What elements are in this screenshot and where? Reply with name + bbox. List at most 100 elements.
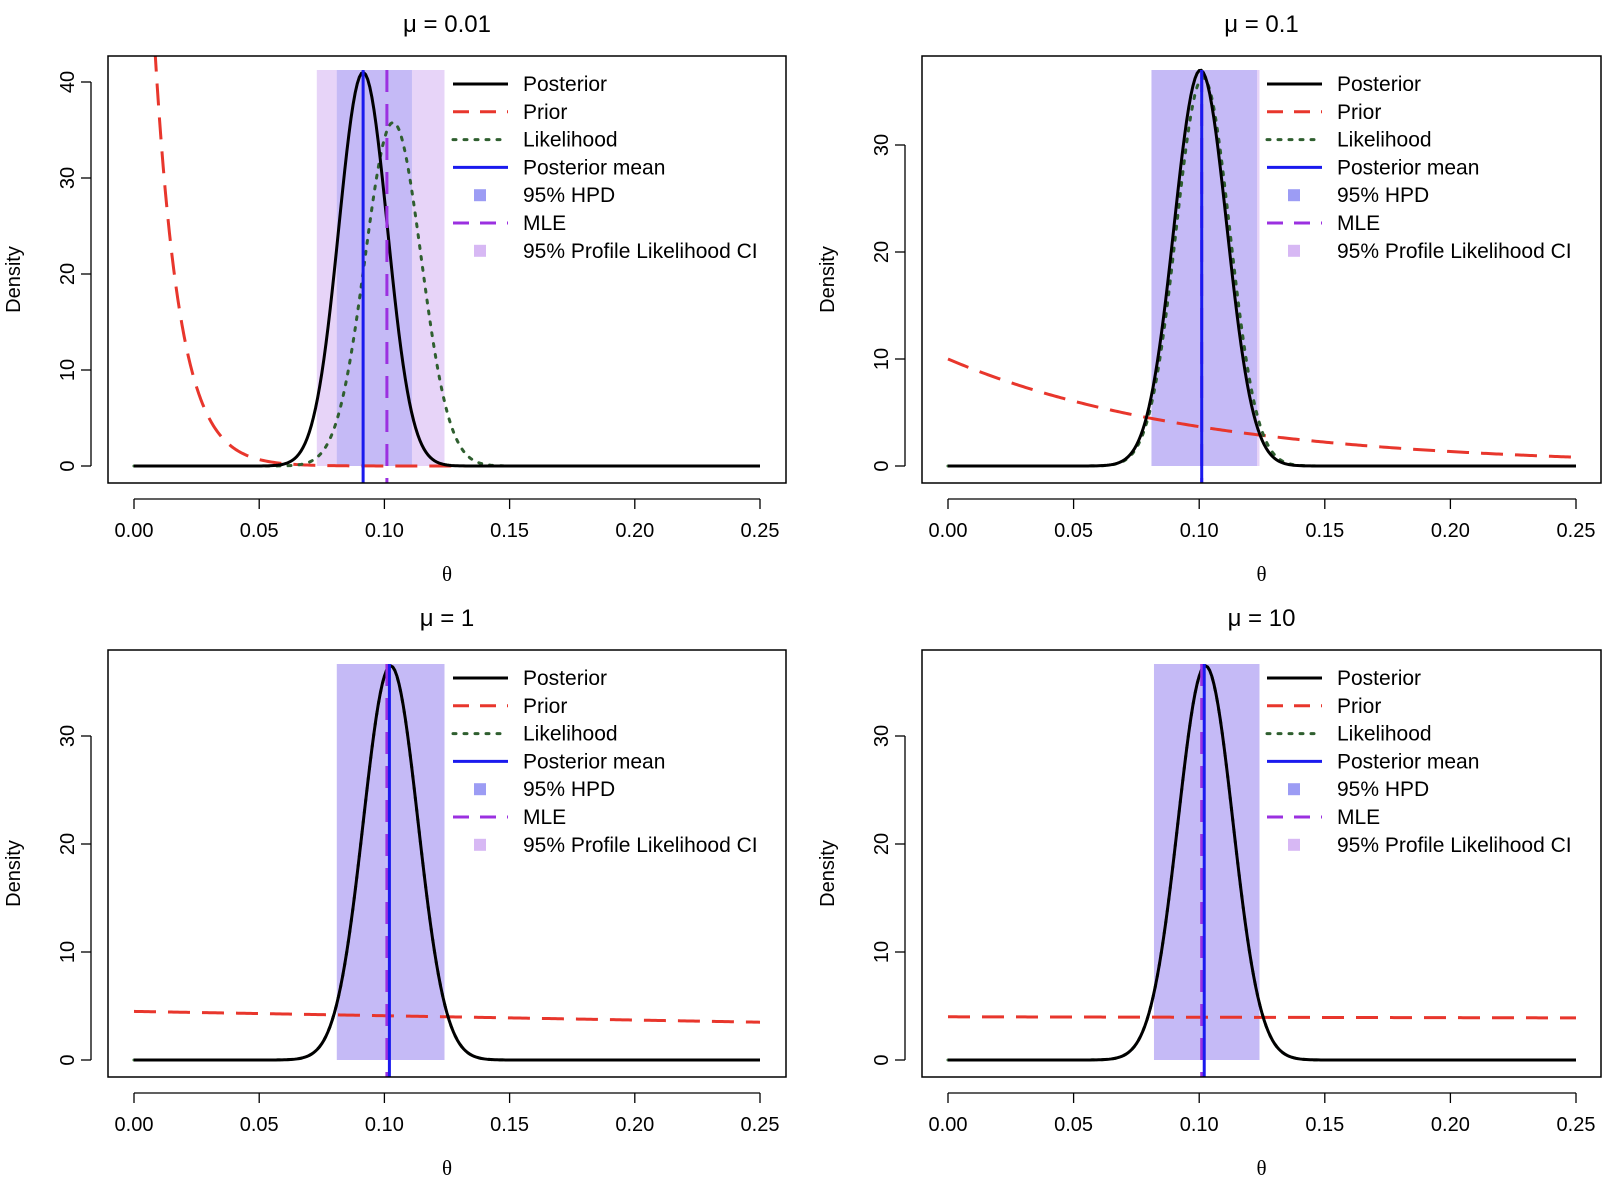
x-tick-label: 0.25 [741,520,780,542]
legend-swatch [474,783,486,796]
legend-item-label: Posterior mean [523,156,665,179]
legend-item-label: Likelihood [1337,723,1432,746]
legend-item-label: Prior [523,101,567,124]
legend-item-label: 95% Profile Likelihood CI [523,240,758,263]
y-tick-label: 20 [871,241,893,263]
legend-item-label: MLE [523,806,566,829]
y-tick-label: 30 [871,134,893,156]
chart-title: μ = 0.01 [403,11,491,38]
legend-item-label: Likelihood [523,129,618,152]
posterior-curve [134,664,760,1062]
x-tick-label: 0.20 [615,1114,654,1136]
x-tick-label: 0.10 [365,520,404,542]
chart-title: μ = 10 [1228,605,1296,632]
y-tick-label: 20 [57,833,79,855]
legend-item-label: Posterior [1337,73,1421,96]
x-tick-label: 0.15 [490,520,529,542]
y-axis-label: Density [3,840,25,907]
x-tick-label: 0.10 [365,1114,404,1136]
chart-panel-3: μ = 1 0.00 0.05 0.10 0.15 0.20 0.25 θ 0 10 20 30 Den… [3,605,787,1178]
x-tick-label: 0.00 [115,1114,154,1136]
x-axis-label: θ [1256,562,1266,586]
posterior-curve [134,70,760,468]
x-tick-label: 0.15 [1305,1114,1344,1136]
plot-area [946,664,1578,1077]
legend-item-label: 95% HPD [523,184,615,207]
x-tick-label: 0.20 [1431,1114,1470,1136]
legend-item-label: Posterior mean [523,750,665,773]
likelihood-curve [132,664,762,1062]
legend-item-label: MLE [1337,212,1380,235]
y-tick-label: 20 [57,263,79,285]
legend-item-label: 95% Profile Likelihood CI [1337,834,1572,857]
plot-area [132,664,762,1077]
profile-ci-band [1153,664,1260,1060]
legend-item-label: 95% HPD [1337,778,1429,801]
y-tick-label: 30 [871,725,893,747]
legend-item-label: Posterior mean [1337,750,1479,773]
legend-item-label: Posterior [523,73,607,96]
legend: Posterior Prior Likelihood Posterior mean 95… [451,73,758,263]
hpd-band [1153,664,1260,1060]
x-tick-label: 0.10 [1180,520,1219,542]
legend-item-label: Posterior mean [1337,156,1479,179]
legend-item-label: MLE [1337,806,1380,829]
y-tick-label: 10 [57,941,79,963]
x-axis-label: θ [442,1156,452,1178]
legend-item-label: Posterior [523,667,607,690]
legend-item-label: Prior [1337,695,1381,718]
y-tick-label: 0 [871,1054,893,1065]
y-tick-label: 0 [871,460,893,471]
y-tick-label: 0 [57,1054,79,1065]
hpd-band [1151,70,1257,466]
posterior-curve [948,664,1576,1062]
likelihood-curve [946,664,1578,1062]
x-axis: 0.00 0.05 0.10 0.15 0.20 0.25 [115,1092,779,1136]
y-tick-label: 10 [57,359,79,381]
x-tick-label: 0.25 [1557,1114,1596,1136]
legend-swatch [1288,838,1300,851]
x-tick-label: 0.25 [1557,520,1596,542]
x-tick-label: 0.20 [615,520,654,542]
legend: Posterior Prior Likelihood Posterior mean 95… [1265,667,1572,857]
x-tick-label: 0.10 [1180,1114,1219,1136]
likelihood-curve [132,120,762,468]
legend: Posterior Prior Likelihood Posterior mean 95… [1265,73,1572,263]
y-tick-label: 10 [871,941,893,963]
legend-swatch [1288,244,1300,257]
plot-area [946,68,1578,483]
legend-item-label: 95% Profile Likelihood CI [523,834,758,857]
legend-swatch [474,189,486,202]
chart-title: μ = 1 [420,605,475,632]
x-axis-label: θ [442,562,452,586]
x-tick-label: 0.00 [115,520,154,542]
x-tick-label: 0.00 [929,1114,968,1136]
legend-item-label: Posterior [1337,667,1421,690]
prior-curve [153,56,760,468]
legend-item-label: Likelihood [523,723,618,746]
x-axis: 0.00 0.05 0.10 0.15 0.20 0.25 [929,498,1596,542]
plot-frame [107,649,787,1078]
y-axis: 0 10 20 30 [871,725,906,1066]
plot-frame [921,649,1602,1078]
x-tick-label: 0.05 [1054,520,1093,542]
plot-frame [921,55,1602,484]
y-tick-label: 10 [871,348,893,370]
x-tick-label: 0.00 [929,520,968,542]
legend-item-label: Likelihood [1337,129,1432,152]
y-axis-label: Density [817,840,839,907]
y-tick-label: 20 [871,833,893,855]
x-tick-label: 0.05 [240,520,279,542]
x-tick-label: 0.15 [1305,520,1344,542]
x-tick-label: 0.05 [240,1114,279,1136]
x-tick-label: 0.05 [1054,1114,1093,1136]
chart-panel-1: μ = 0.01 0.00 0.05 0.10 0.15 0.20 0.25 θ 0 10 20 30… [3,11,787,586]
x-axis: 0.00 0.05 0.10 0.15 0.20 0.25 [115,498,780,542]
chart-panel-4: μ = 10 0.00 0.05 0.10 0.15 0.20 0.25 θ 0 10 20 30 De… [817,605,1602,1178]
legend-swatch [474,838,486,851]
x-tick-label: 0.20 [1431,520,1470,542]
legend-item-label: MLE [523,212,566,235]
legend-swatch [1288,783,1300,796]
plot-frame [107,55,787,484]
